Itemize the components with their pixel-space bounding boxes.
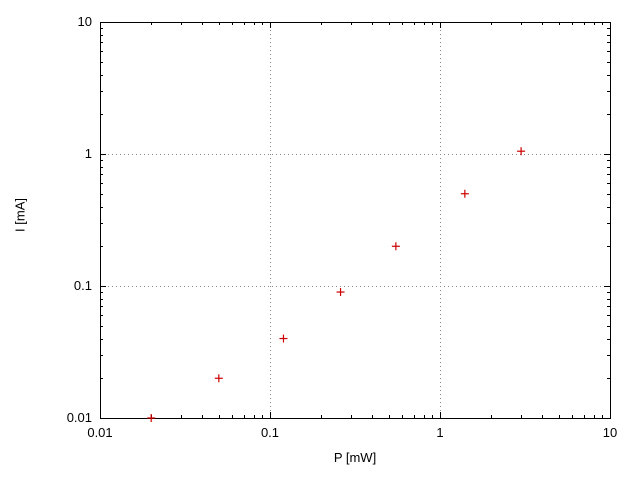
x-tick-label: 1 xyxy=(436,425,443,440)
data-point xyxy=(391,242,400,251)
data-point xyxy=(147,414,156,422)
y-tick-label: 1 xyxy=(85,146,92,161)
x-tick-label: 0.01 xyxy=(87,425,112,440)
data-point xyxy=(214,374,223,383)
x-axis-title: P [mW] xyxy=(333,450,377,465)
data-point xyxy=(460,189,469,198)
data-point xyxy=(517,147,526,156)
y-tick-label: 10 xyxy=(78,14,92,29)
x-tick-label: 10 xyxy=(603,425,617,440)
data-point xyxy=(279,334,288,343)
y-tick-label: 0.01 xyxy=(67,410,92,425)
y-axis-title: I [mA] xyxy=(12,198,28,232)
x-tick-label: 0.1 xyxy=(261,425,279,440)
y-tick-label: 0.1 xyxy=(74,278,92,293)
data-point xyxy=(336,288,345,297)
plot-border xyxy=(100,22,611,419)
